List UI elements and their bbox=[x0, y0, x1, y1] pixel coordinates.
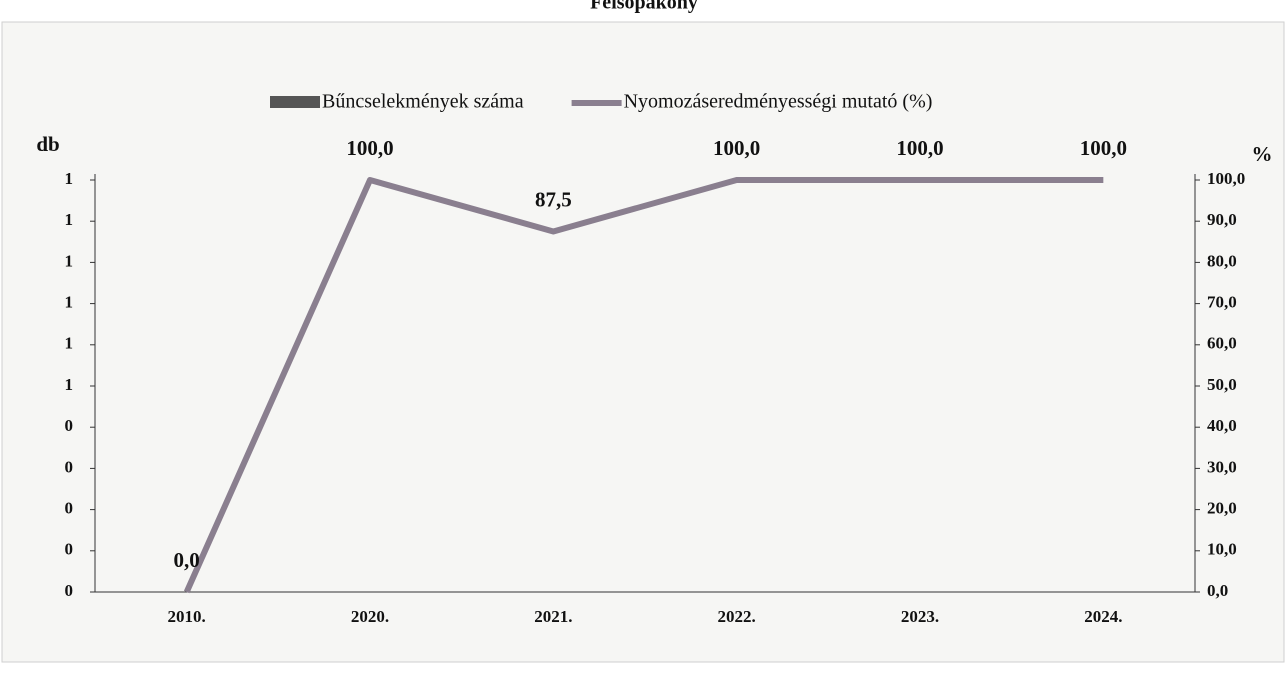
x-tick-label: 2020. bbox=[351, 607, 389, 626]
y2-tick-label: 50,0 bbox=[1207, 375, 1237, 394]
legend-swatch bbox=[270, 96, 320, 108]
y-tick-label: 1 bbox=[65, 375, 74, 394]
legend-label: Nyomozáseredményességi mutató (%) bbox=[624, 91, 933, 113]
y2-tick-label: 20,0 bbox=[1207, 499, 1237, 518]
y2-tick-label: 30,0 bbox=[1207, 457, 1237, 476]
y-tick-label: 0 bbox=[65, 540, 74, 559]
data-label: 100,0 bbox=[713, 136, 760, 160]
legend-swatch bbox=[572, 100, 622, 106]
y-tick-label: 1 bbox=[65, 334, 74, 353]
x-tick-label: 2022. bbox=[718, 607, 756, 626]
y-axis-label: db bbox=[36, 132, 59, 156]
y-tick-label: 0 bbox=[65, 416, 74, 435]
y-tick-label: 0 bbox=[65, 457, 74, 476]
y2-tick-label: 80,0 bbox=[1207, 251, 1237, 270]
y2-tick-label: 60,0 bbox=[1207, 334, 1237, 353]
chart-title: Felsőpakony bbox=[590, 0, 698, 14]
data-label: 100,0 bbox=[346, 136, 393, 160]
y2-tick-label: 40,0 bbox=[1207, 416, 1237, 435]
x-tick-label: 2021. bbox=[534, 607, 572, 626]
y2-axis-label: % bbox=[1252, 142, 1273, 166]
x-tick-label: 2010. bbox=[168, 607, 206, 626]
data-label: 100,0 bbox=[896, 136, 943, 160]
legend-label: Bűncselekmények száma bbox=[322, 91, 524, 113]
x-tick-label: 2024. bbox=[1084, 607, 1122, 626]
chart: Felsőpakony db % 000001111110,010,020,03… bbox=[0, 0, 1288, 678]
y-tick-label: 1 bbox=[65, 169, 74, 188]
y2-tick-label: 10,0 bbox=[1207, 540, 1237, 559]
y2-tick-label: 70,0 bbox=[1207, 293, 1237, 312]
x-tick-label: 2023. bbox=[901, 607, 939, 626]
y-tick-label: 0 bbox=[65, 581, 74, 600]
y2-tick-label: 0,0 bbox=[1207, 581, 1228, 600]
y-tick-label: 1 bbox=[65, 293, 74, 312]
data-label: 87,5 bbox=[535, 187, 572, 211]
data-label: 0,0 bbox=[174, 548, 200, 572]
y-tick-label: 1 bbox=[65, 251, 74, 270]
y-tick-label: 0 bbox=[65, 499, 74, 518]
y2-tick-label: 100,0 bbox=[1207, 169, 1245, 188]
y-tick-label: 1 bbox=[65, 210, 74, 229]
y2-tick-label: 90,0 bbox=[1207, 210, 1237, 229]
data-label: 100,0 bbox=[1080, 136, 1127, 160]
